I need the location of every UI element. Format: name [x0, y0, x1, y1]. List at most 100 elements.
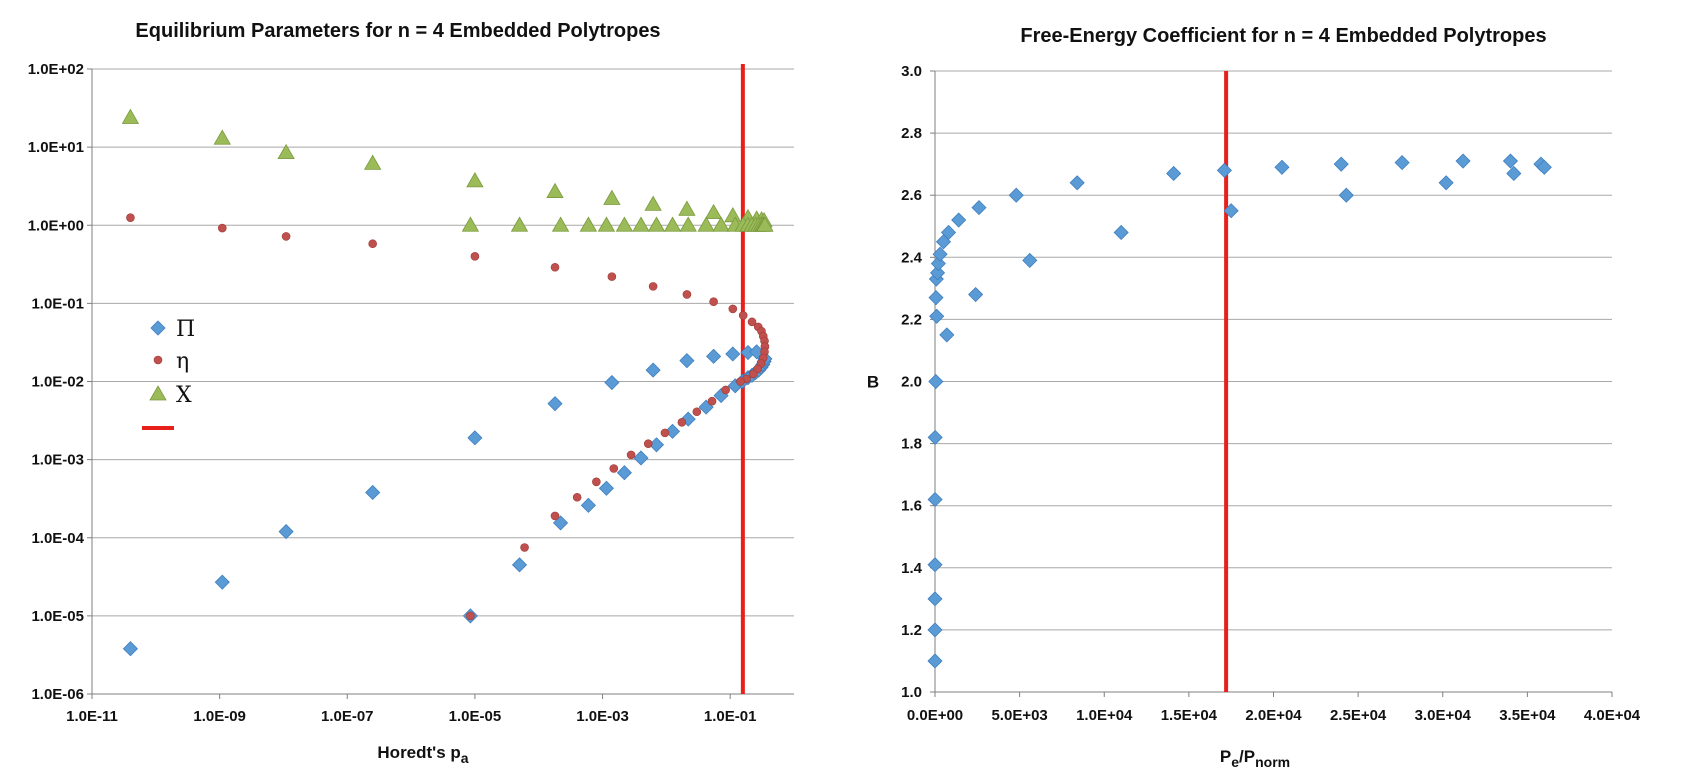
y-tick-label: 2.4 [901, 249, 923, 266]
data-point [677, 418, 687, 427]
x-tick-label: 2.0E+04 [1245, 707, 1302, 724]
data-point [1438, 175, 1454, 191]
data-point [940, 224, 957, 241]
y-tick-label: 1.0 [901, 684, 922, 701]
x-tick-label: 1.0E-05 [449, 708, 502, 725]
chart-title: Equilibrium Parameters for n = 4 Embedde… [135, 20, 660, 42]
data-point [679, 216, 697, 232]
data-point [707, 396, 717, 406]
data-point [609, 464, 619, 473]
y-axis-title: B [867, 373, 879, 392]
data-point [939, 327, 955, 343]
data-point [728, 304, 738, 314]
data-point [1022, 252, 1038, 268]
data-point [1166, 165, 1182, 182]
data-point [121, 108, 140, 124]
y-tick-label: 3.0 [901, 63, 922, 80]
data-point [679, 353, 695, 369]
data-point [748, 369, 758, 379]
y-tick-label: 2.6 [901, 187, 922, 204]
data-point [550, 511, 560, 521]
data-point [470, 252, 480, 261]
data-point [467, 430, 483, 446]
data-point [633, 450, 649, 466]
data-point [466, 172, 484, 188]
y-tick-label: 1.2 [901, 622, 922, 639]
x-tick-label: 1.0E-09 [193, 708, 246, 725]
y-tick-label: 1.0E-03 [31, 452, 84, 469]
data-point [678, 200, 696, 216]
data-point [607, 272, 617, 281]
data-point [547, 396, 563, 412]
data-point [951, 212, 967, 228]
data-point [927, 622, 943, 638]
data-point [214, 574, 230, 590]
y-tick-label: 1.0E+01 [28, 139, 84, 156]
y-tick-label: 2.2 [901, 311, 922, 328]
data-point [520, 543, 529, 552]
data-point [217, 223, 227, 233]
data-point [930, 255, 946, 272]
data-point [927, 653, 943, 669]
data-point [572, 492, 582, 502]
data-point [551, 216, 570, 232]
series-x [121, 108, 774, 232]
data-point [597, 216, 616, 232]
equilibrium-chart: Equilibrium Parameters for n = 4 Embedde… [28, 20, 794, 766]
data-point [592, 477, 601, 487]
data-point [692, 407, 702, 417]
data-point [644, 195, 662, 211]
legend-marker [153, 355, 163, 365]
y-tick-label: 1.0E-01 [31, 295, 84, 312]
data-point [929, 265, 946, 281]
data-point [712, 216, 730, 232]
data-point [738, 311, 748, 320]
x-tick-label: 1.0E-01 [704, 708, 757, 725]
x-tick-label: 1.0E-11 [66, 708, 118, 725]
data-point [1394, 155, 1410, 171]
data-point [1216, 162, 1232, 178]
legend-label: η [176, 349, 189, 374]
data-point [697, 216, 715, 232]
y-tick-label: 1.0E+00 [28, 217, 84, 234]
data-point [365, 484, 381, 501]
data-point [968, 286, 984, 303]
data-point [1338, 187, 1354, 203]
data-point [615, 216, 634, 232]
y-tick-label: 1.0E-02 [31, 374, 84, 391]
data-point [1069, 175, 1085, 191]
data-point [579, 216, 598, 232]
data-point [971, 200, 987, 216]
x-tick-label: 2.5E+04 [1330, 707, 1387, 724]
x-axis-title-part: norm [1255, 754, 1290, 770]
data-point [626, 450, 636, 460]
data-point [747, 317, 757, 327]
data-point [645, 362, 661, 378]
data-point [725, 346, 741, 362]
free-energy-chart: Free-Energy Coefficient for n = 4 Embedd… [867, 25, 1641, 770]
data-point [580, 497, 596, 513]
data-point [928, 290, 944, 306]
data-point [704, 203, 723, 220]
data-point [721, 385, 730, 395]
data-point [1223, 203, 1239, 219]
legend-marker [149, 385, 167, 401]
data-point [927, 429, 943, 445]
data-point [546, 182, 564, 198]
data-point [1536, 159, 1552, 175]
data-point [1333, 156, 1349, 172]
x-tick-label: 3.5E+04 [1499, 707, 1556, 724]
x-axis-title: Pe/Pnorm [1220, 747, 1290, 770]
x-tick-label: 4.0E+04 [1584, 707, 1641, 724]
x-tick-label: 1.0E+04 [1076, 707, 1133, 724]
data-point [126, 213, 135, 222]
x-tick-label: 3.0E+04 [1415, 707, 1472, 724]
y-tick-label: 1.6 [901, 498, 922, 515]
data-point [663, 216, 682, 232]
data-point [756, 216, 774, 232]
x-tick-label: 5.0E+03 [991, 707, 1047, 724]
y-tick-label: 2.8 [901, 125, 922, 142]
chart-title: Free-Energy Coefficient for n = 4 Embedd… [1020, 25, 1546, 47]
data-point [511, 557, 528, 573]
